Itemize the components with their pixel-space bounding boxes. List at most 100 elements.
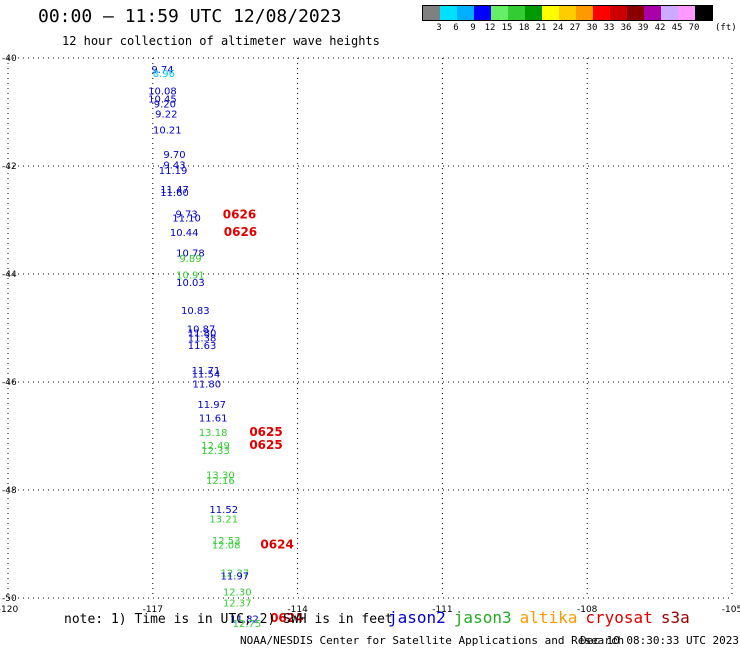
legend-swatch [474,6,491,20]
legend-swatch [542,6,559,20]
legend-labels: 3 6 9 12 15 18 21 24 27 30 33 36 39 42 45 70 (ft) [422,21,736,35]
legend-swatch [576,6,593,20]
legend-swatch [508,6,525,20]
lat-tick-label: -42 [2,162,17,172]
wave-height-value: 10.87 [187,324,216,335]
legend-swatch [661,6,678,20]
wave-height-value: 12.37 [223,599,252,610]
wave-height-value: 10.44 [170,228,199,239]
legend-swatch [423,6,440,20]
legend-swatch [491,6,508,20]
legend-label: 30 [586,23,598,33]
legend-label: 12 [484,23,496,33]
legend-swatch [644,6,661,20]
map-grid [7,57,733,599]
wave-height-value: 9.20 [154,100,176,111]
lon-tick-label: -111 [432,605,452,615]
satellite-legend: jason2 jason3 altika cryosat s3a [388,608,698,627]
footer-note: note: 1) Time is in UTC; 2) SWH is in fe… [64,612,393,627]
legend-label: 9 [470,23,476,33]
pass-time-label: 0626 [224,225,257,239]
legend-swatch [525,6,542,20]
wave-height-value: 12.49 [201,441,230,452]
wave-height-value: 13.18 [199,428,228,439]
wave-height-value: 13.21 [209,514,238,525]
legend-label: 27 [569,23,581,33]
legend-label: 45 [671,23,683,33]
satellite-jason2-label: jason2 [388,608,446,627]
legend-swatches [422,5,713,21]
lon-tick-label: -108 [577,605,598,615]
legend-label: 6 [453,23,459,33]
wave-height-value: 11.97 [221,572,250,583]
wave-height-value: 10.83 [181,306,210,317]
wave-height-value: 12.33 [201,446,230,457]
wave-height-value: 9.89 [179,254,201,265]
wave-height-value: 11.19 [159,166,188,177]
legend-label: 36 [620,23,632,33]
wave-height-value: 10.78 [176,249,205,260]
credit-line: NOAA/NESDIS Center for Satellite Applica… [240,634,625,647]
wave-height-value: 11.47 [160,185,189,196]
satellite-jason3-label: jason3 [453,608,512,627]
pass-time-label: 0626 [223,207,256,221]
legend-swatch [457,6,474,20]
generated-timestamp: Dec 10 08:30:33 UTC 2023 [580,634,739,647]
wave-height-value: 9.70 [163,150,185,161]
wave-height-value: 8.96 [153,69,175,80]
legend-unit: (ft) [715,23,737,33]
wave-height-value: 12.75 [233,619,262,630]
wave-height-value: 11.52 [209,505,238,516]
legend-label: 24 [552,23,564,33]
wave-height-value: 13.30 [206,471,235,482]
wave-height-value: 12.08 [212,540,241,551]
legend-label: 21 [535,23,547,33]
wave-height-value: 10.45 [148,94,177,105]
pass-time-label: 0625 [249,438,282,452]
wave-height-value: 11.61 [199,413,228,424]
wave-height-value: 11.80 [193,379,222,390]
wave-height-value: 11.63 [188,341,217,352]
legend-swatch [678,6,695,20]
legend-label: 39 [637,23,649,33]
satellite-s3a-label: s3a [660,608,690,627]
legend-label: 42 [654,23,666,33]
wave-height-value: 11.10 [172,214,201,225]
lat-tick-label: -46 [2,378,17,388]
wave-height-value: 9.43 [163,161,185,172]
lon-tick-label: -117 [143,605,163,615]
wave-height-value: 9.74 [151,65,173,76]
color-scale-legend: 3 6 9 12 15 18 21 24 27 30 33 36 39 42 45 70 (ft) [422,5,737,35]
pass-time-label: 0624 [260,537,293,551]
wave-height-value: 11.82 [230,614,259,625]
pass-time-label: 0625 [249,425,282,439]
legend-swatch [559,6,576,20]
legend-label: 33 [603,23,615,33]
lon-tick-label: -120 [0,605,18,615]
legend-swatch [440,6,457,20]
satellite-altika-label: altika [519,608,578,627]
lat-tick-label: -44 [2,270,17,280]
wave-height-value: 9.73 [175,209,197,220]
wave-height-value: 12.53 [212,536,241,547]
wave-height-value: 9.22 [155,109,177,120]
wave-height-value: 11.54 [192,370,221,381]
legend-label: 70 [688,23,700,33]
wave-height-value: 12.30 [223,587,252,598]
wave-height-value: 10.91 [176,270,205,281]
axis-tick-labels: -120 -117 -114 -111 -108 -105 -40 -42 -44 -46 -48 -… [0,54,740,615]
legend-label: 18 [518,23,530,33]
wave-height-value: 11.60 [160,188,189,199]
wave-height-value: 10.21 [153,126,182,137]
lat-tick-label: -40 [2,54,17,64]
legend-swatch [593,6,610,20]
legend-label: 3 [436,23,442,33]
wave-height-value: 10.03 [176,278,205,289]
lon-tick-label: -105 [722,605,740,615]
lat-tick-label: -48 [2,486,17,496]
legend-swatch [695,6,712,20]
legend-swatch [627,6,644,20]
pass-time-label: 0624 [270,611,303,625]
